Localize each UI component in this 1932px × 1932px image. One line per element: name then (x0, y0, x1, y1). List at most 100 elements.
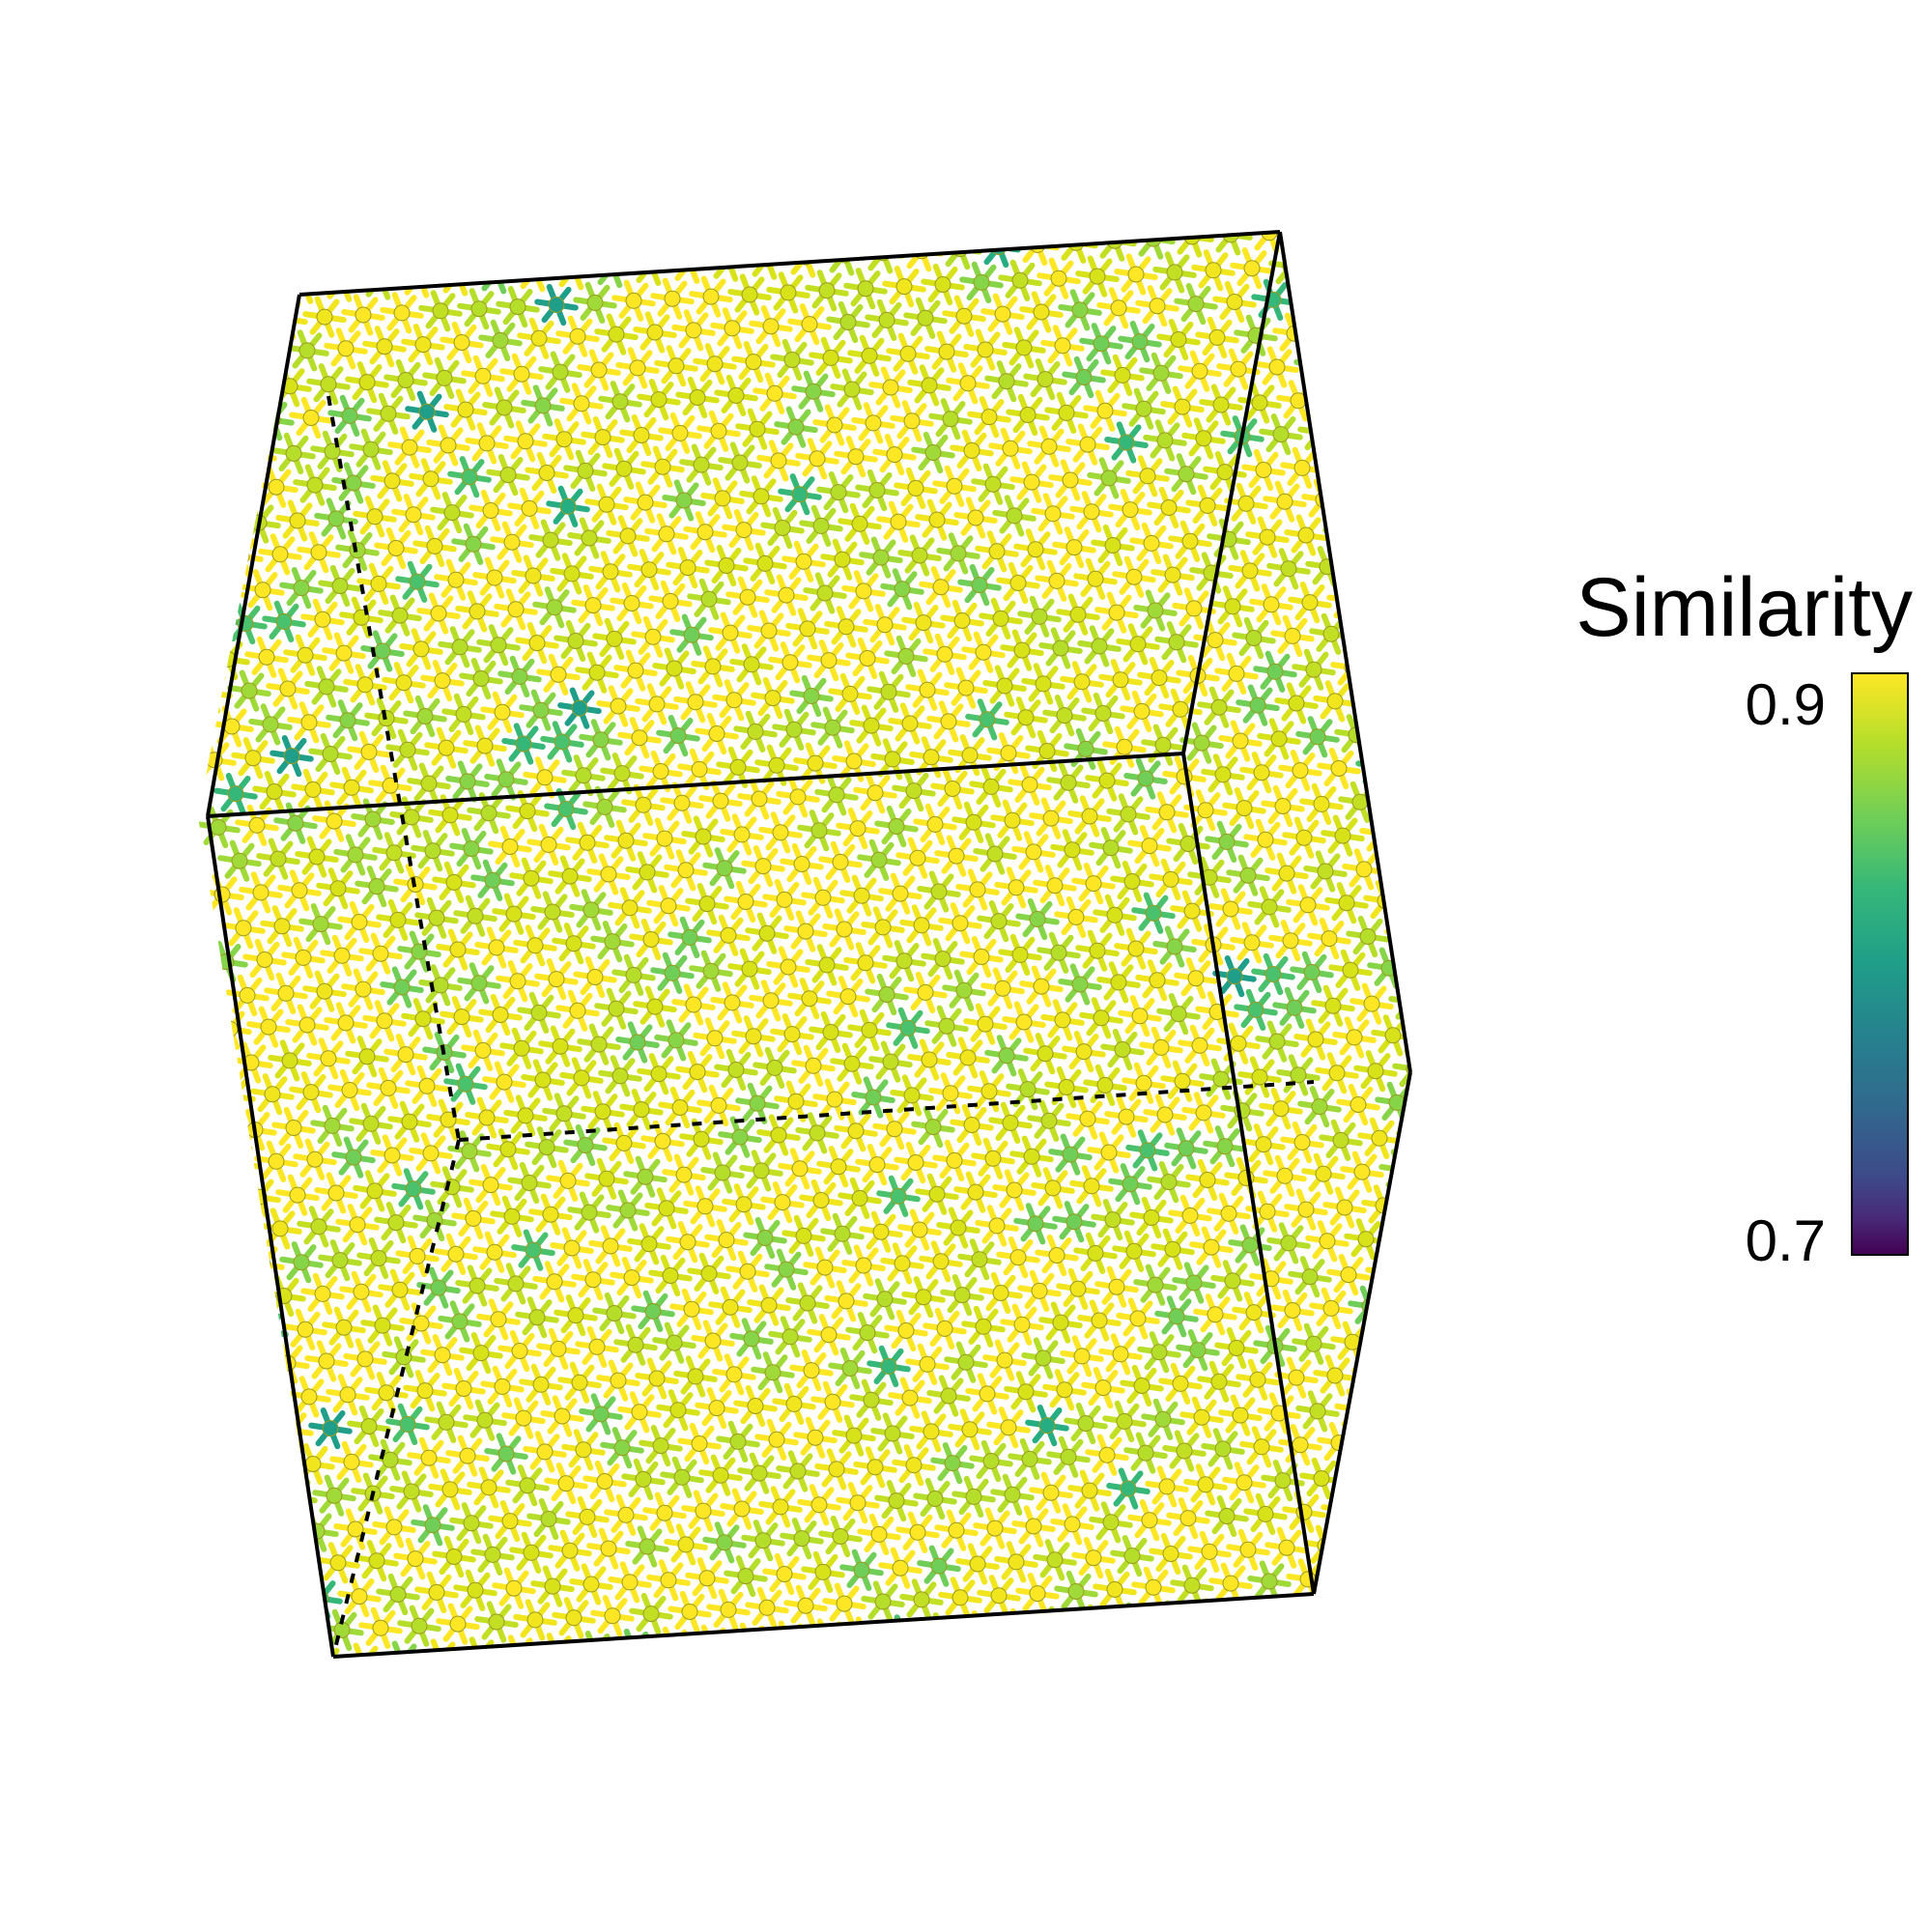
lattice-node (650, 952, 695, 994)
lattice-node (657, 1696, 696, 1732)
lattice-node (768, 641, 812, 684)
lattice-node (884, 635, 928, 677)
lattice-node (990, 799, 1035, 841)
lattice-node (530, 1565, 575, 1607)
lattice-node (1002, 1001, 1046, 1043)
lattice-node (850, 1687, 889, 1722)
lattice-node (725, 576, 770, 618)
lattice-node (1214, 1326, 1259, 1370)
lattice-node (1557, 503, 1596, 539)
lattice-node (297, 531, 341, 574)
lattice-node (1212, 1630, 1257, 1657)
lattice-node (249, 1684, 288, 1719)
lattice-node (589, 182, 628, 217)
lattice-node (1106, 1467, 1151, 1510)
lattice-node (469, 489, 513, 532)
lattice-node (386, 1711, 425, 1747)
lattice-node (847, 1009, 892, 1051)
lattice-node (773, 1690, 811, 1726)
lattice-node (892, 1444, 936, 1487)
lattice-node (528, 1193, 573, 1236)
lattice-node (499, 353, 544, 395)
lattice-node (691, 1320, 735, 1362)
lattice-node (799, 1652, 825, 1657)
lattice-node (198, 369, 235, 412)
lattice-node (329, 766, 374, 809)
lattice-node (1352, 1661, 1391, 1696)
lattice-node (843, 942, 888, 984)
lattice-node (1404, 590, 1410, 600)
lattice-node (1439, 811, 1478, 847)
lattice-node (658, 1086, 702, 1129)
lattice-node (567, 1191, 611, 1234)
lattice-node (1445, 1251, 1484, 1287)
lattice-node (1069, 491, 1114, 533)
lattice-node (1407, 657, 1410, 667)
lattice-node (1035, 559, 1079, 602)
lattice-node (372, 1506, 416, 1548)
box-edge (1181, 231, 1282, 754)
lattice-node (1513, 1415, 1551, 1451)
lattice-node (1455, 407, 1493, 442)
lattice-node (681, 1490, 725, 1532)
lattice-node (1259, 413, 1303, 456)
lattice-node (331, 1136, 376, 1179)
lattice-node (1208, 150, 1246, 185)
lattice-node (1511, 1045, 1549, 1081)
lattice-node (534, 958, 579, 1001)
lattice-node (1031, 493, 1075, 535)
lattice-node (797, 810, 841, 852)
lattice-node (378, 1268, 422, 1311)
lattice-node (890, 400, 934, 442)
lattice-node (700, 1151, 745, 1194)
lattice-node (507, 1161, 552, 1205)
lattice-node (1295, 716, 1340, 758)
lattice-node (284, 232, 310, 238)
lattice-node (1197, 1360, 1241, 1403)
lattice-node (1567, 1008, 1605, 1043)
lattice-node (1164, 453, 1208, 496)
lattice-node (403, 1370, 447, 1412)
lattice-node (1353, 1050, 1398, 1093)
lattice-node (333, 1508, 378, 1550)
lattice-node (1135, 285, 1179, 327)
lattice-node (1071, 1537, 1116, 1579)
lattice-node (1416, 1083, 1455, 1119)
lattice-node (245, 232, 271, 240)
lattice-node (300, 1272, 345, 1315)
lattice-node (1013, 528, 1058, 571)
lattice-node (1321, 814, 1365, 857)
lattice-node (326, 1374, 370, 1416)
lattice-node (1365, 577, 1409, 619)
lattice-node (851, 402, 895, 444)
lattice-node (1447, 946, 1486, 981)
lattice-node (1122, 387, 1166, 430)
lattice-node (803, 572, 847, 614)
lattice-node (1122, 1062, 1166, 1104)
lattice-node (494, 588, 538, 631)
lattice-node (1071, 863, 1116, 905)
lattice-node (897, 1208, 942, 1251)
lattice-node (1323, 143, 1362, 179)
lattice-node (1152, 251, 1197, 294)
lattice-node (1542, 1583, 1580, 1619)
lattice-node (668, 916, 712, 958)
lattice-node (1239, 752, 1284, 794)
lattice-node (1270, 1289, 1315, 1332)
lattice-node (1008, 763, 1052, 806)
lattice-node (1598, 1546, 1636, 1581)
lattice-node (297, 1206, 341, 1248)
lattice-node (1152, 925, 1197, 968)
lattice-node (254, 1140, 298, 1182)
lattice-node (695, 712, 739, 755)
lattice-node (590, 1595, 635, 1637)
lattice-node (414, 1571, 459, 1613)
lattice-node (1139, 352, 1183, 394)
lattice-node (849, 1378, 894, 1421)
lattice-node (291, 768, 335, 810)
lattice-node (384, 358, 428, 402)
lattice-node (262, 1274, 306, 1318)
lattice-node (1268, 1594, 1313, 1636)
lattice-node (1112, 1230, 1156, 1272)
lattice-node (380, 292, 424, 334)
